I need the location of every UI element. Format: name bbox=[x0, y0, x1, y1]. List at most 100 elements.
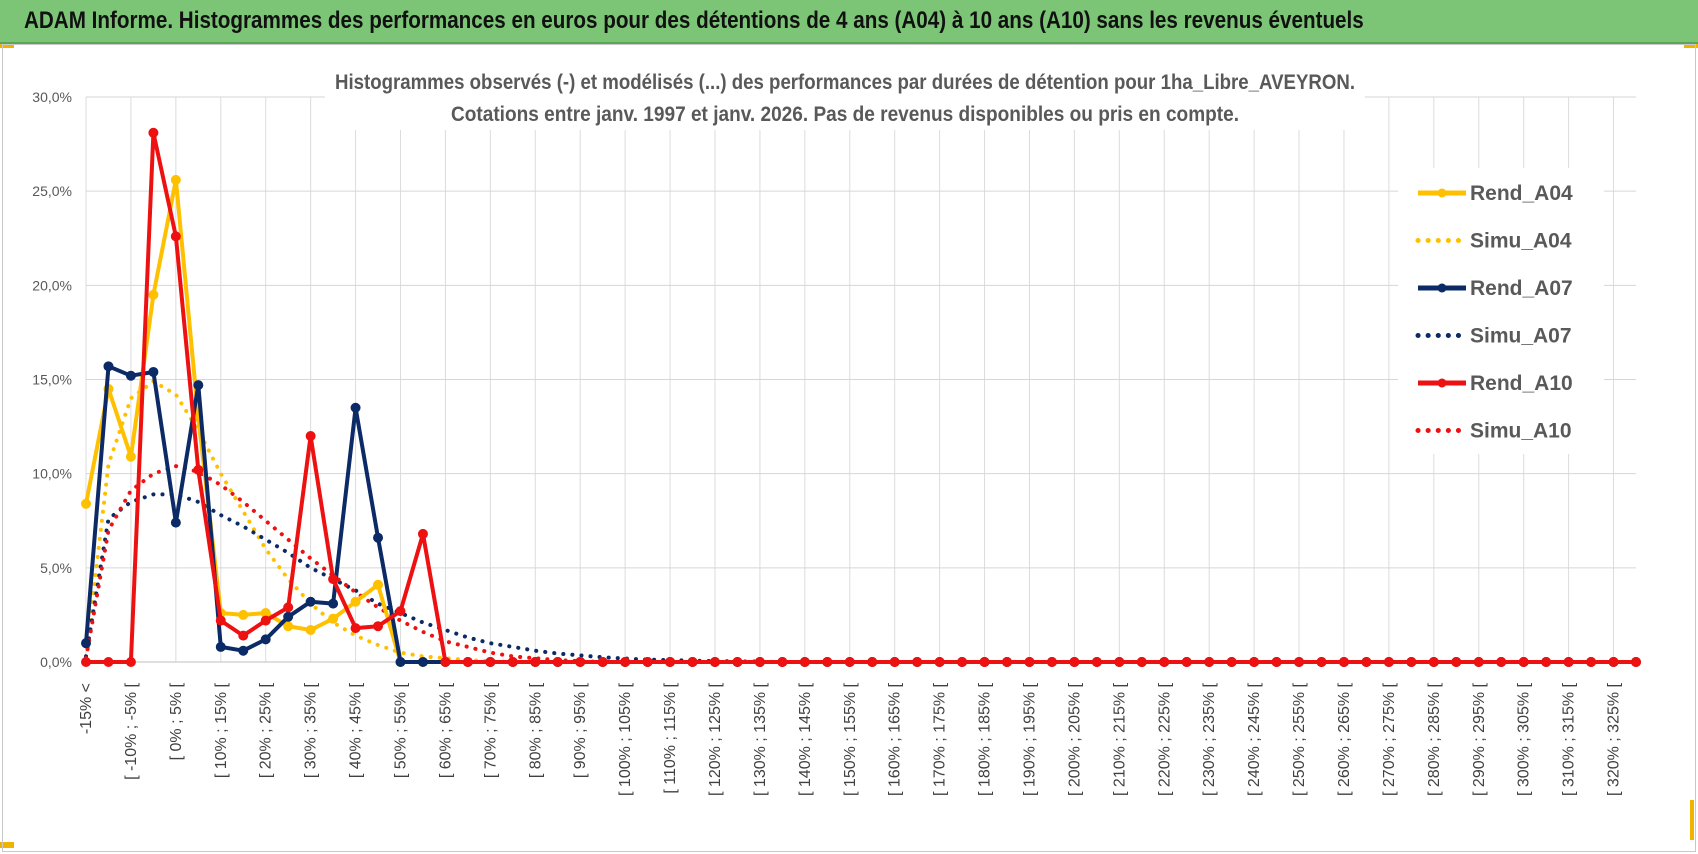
data-point-rend-a07 bbox=[395, 657, 406, 667]
legend-label: Simu_A04 bbox=[1470, 230, 1572, 253]
data-point-rend-a10 bbox=[1294, 657, 1305, 667]
data-point-rend-a04 bbox=[373, 579, 384, 590]
x-tick-label: [ 290% ; 295% [ bbox=[1471, 682, 1488, 796]
report-title: ADAM Informe. Histogrammes des performan… bbox=[24, 7, 1364, 34]
data-point-rend-a04 bbox=[305, 624, 316, 635]
legend-label: Simu_A10 bbox=[1470, 420, 1572, 443]
data-point-rend-a04 bbox=[283, 621, 294, 632]
data-point-rend-a04 bbox=[350, 596, 361, 607]
data-point-rend-a10 bbox=[148, 127, 159, 138]
report-header-bar: ADAM Informe. Histogrammes des performan… bbox=[0, 0, 1698, 44]
legend-label: Simu_A07 bbox=[1470, 325, 1572, 348]
data-point-rend-a10 bbox=[1631, 657, 1641, 667]
data-point-rend-a10 bbox=[1361, 657, 1372, 667]
data-point-rend-a10 bbox=[1204, 657, 1215, 667]
data-point-rend-a07 bbox=[350, 402, 361, 413]
data-point-rend-a07 bbox=[81, 638, 91, 649]
data-point-rend-a10 bbox=[462, 657, 473, 667]
y-tick-label: 10,0% bbox=[32, 466, 72, 482]
x-tick-label: [ 300% ; 305% [ bbox=[1516, 682, 1533, 796]
data-point-rend-a10 bbox=[642, 657, 653, 667]
data-point-rend-a07 bbox=[417, 657, 428, 667]
data-point-rend-a10 bbox=[844, 657, 855, 667]
data-point-rend-a10 bbox=[1069, 657, 1080, 667]
series-line-rend-a10 bbox=[86, 130, 1636, 664]
x-axis-ticks: -15% < [ -10% ; -5% [ [ 0% ; 5% [ [ 10% ; 1… bbox=[78, 682, 1623, 796]
x-tick-label: [ 90% ; 95% [ bbox=[572, 682, 589, 778]
data-point-rend-a10 bbox=[957, 657, 968, 667]
data-point-rend-a10 bbox=[350, 623, 361, 634]
data-point-rend-a07 bbox=[148, 366, 159, 377]
corner-accent-top-right bbox=[1684, 44, 1698, 48]
data-point-rend-a10 bbox=[597, 657, 608, 667]
data-point-rend-a10 bbox=[620, 657, 631, 667]
data-point-rend-a10 bbox=[1496, 657, 1507, 667]
x-tick-label: [ 10% ; 15% [ bbox=[213, 682, 230, 778]
data-point-rend-a10 bbox=[1383, 657, 1394, 667]
x-tick-label: [ 210% ; 215% [ bbox=[1111, 682, 1128, 796]
y-tick-label: 20,0% bbox=[32, 277, 72, 293]
x-tick-label: [ 200% ; 205% [ bbox=[1066, 682, 1083, 796]
x-tick-label: [ 280% ; 285% [ bbox=[1426, 682, 1443, 796]
data-point-rend-a07 bbox=[125, 370, 136, 381]
x-tick-label: [ 0% ; 5% [ bbox=[168, 682, 185, 760]
data-point-rend-a10 bbox=[687, 657, 698, 667]
data-point-rend-a07 bbox=[260, 634, 271, 645]
x-tick-label: [ 100% ; 105% [ bbox=[617, 682, 634, 796]
data-point-rend-a10 bbox=[283, 602, 294, 613]
x-tick-label: [ 80% ; 85% [ bbox=[527, 682, 544, 778]
data-point-rend-a10 bbox=[1586, 657, 1597, 667]
x-tick-label: [ 320% ; 325% [ bbox=[1606, 682, 1623, 796]
legend-box bbox=[1398, 168, 1604, 454]
data-point-rend-a10 bbox=[1181, 657, 1192, 667]
data-point-rend-a10 bbox=[260, 615, 271, 626]
x-tick-label: [ 110% ; 115% [ bbox=[662, 682, 679, 793]
x-tick-label: [ 180% ; 185% [ bbox=[977, 682, 994, 796]
data-point-rend-a10 bbox=[238, 630, 249, 641]
data-point-rend-a04 bbox=[125, 451, 136, 462]
x-tick-label: [ -10% ; -5% [ bbox=[123, 682, 140, 779]
x-tick-label: [ 20% ; 25% [ bbox=[258, 682, 275, 778]
data-point-rend-a10 bbox=[215, 615, 226, 626]
data-point-rend-a10 bbox=[1563, 657, 1574, 667]
data-point-rend-a10 bbox=[1226, 657, 1237, 667]
x-tick-label: [ 170% ; 175% [ bbox=[932, 682, 949, 796]
x-tick-label: [ 140% ; 145% [ bbox=[797, 682, 814, 796]
data-point-rend-a10 bbox=[1271, 657, 1282, 667]
x-tick-label: [ 220% ; 225% [ bbox=[1156, 682, 1173, 796]
chart-frame bbox=[2, 44, 1696, 852]
corner-accent-bottom-right bbox=[1690, 800, 1694, 840]
data-point-rend-a10 bbox=[485, 657, 496, 667]
data-point-rend-a10 bbox=[1608, 657, 1619, 667]
data-point-rend-a04 bbox=[170, 174, 181, 185]
data-point-rend-a10 bbox=[732, 657, 743, 667]
y-tick-label: 5,0% bbox=[40, 560, 72, 576]
x-tick-label: [ 120% ; 125% [ bbox=[707, 682, 724, 796]
y-tick-label: 0,0% bbox=[40, 654, 72, 670]
data-point-rend-a10 bbox=[1541, 657, 1552, 667]
series-line-simu-a07 bbox=[84, 492, 1638, 664]
data-point-rend-a10 bbox=[552, 657, 563, 667]
data-point-rend-a10 bbox=[1316, 657, 1327, 667]
data-point-rend-a10 bbox=[822, 657, 833, 667]
data-point-rend-a10 bbox=[1473, 657, 1484, 667]
data-point-rend-a07 bbox=[193, 380, 204, 391]
chart-title-group: Histogrammes observés (-) et modélisés (… bbox=[325, 64, 1365, 130]
data-point-rend-a07 bbox=[215, 641, 226, 652]
data-point-rend-a10 bbox=[193, 464, 204, 475]
data-point-rend-a10 bbox=[81, 657, 91, 667]
data-point-rend-a10 bbox=[1406, 657, 1417, 667]
x-tick-label: [ 150% ; 155% [ bbox=[842, 682, 859, 796]
x-tick-label: [ 250% ; 255% [ bbox=[1291, 682, 1308, 796]
x-tick-label: -15% < bbox=[78, 683, 95, 734]
x-tick-label: [ 160% ; 165% [ bbox=[887, 682, 904, 796]
data-point-rend-a10 bbox=[1338, 657, 1349, 667]
data-point-rend-a07 bbox=[305, 596, 316, 607]
data-point-rend-a10 bbox=[575, 657, 586, 667]
x-tick-label: [ 30% ; 35% [ bbox=[303, 682, 320, 778]
data-point-rend-a10 bbox=[1159, 657, 1170, 667]
data-point-rend-a10 bbox=[1249, 657, 1260, 667]
x-tick-label: [ 60% ; 65% [ bbox=[437, 682, 454, 778]
corner-accent-bottom-left bbox=[0, 842, 14, 848]
data-point-rend-a07 bbox=[373, 532, 384, 543]
